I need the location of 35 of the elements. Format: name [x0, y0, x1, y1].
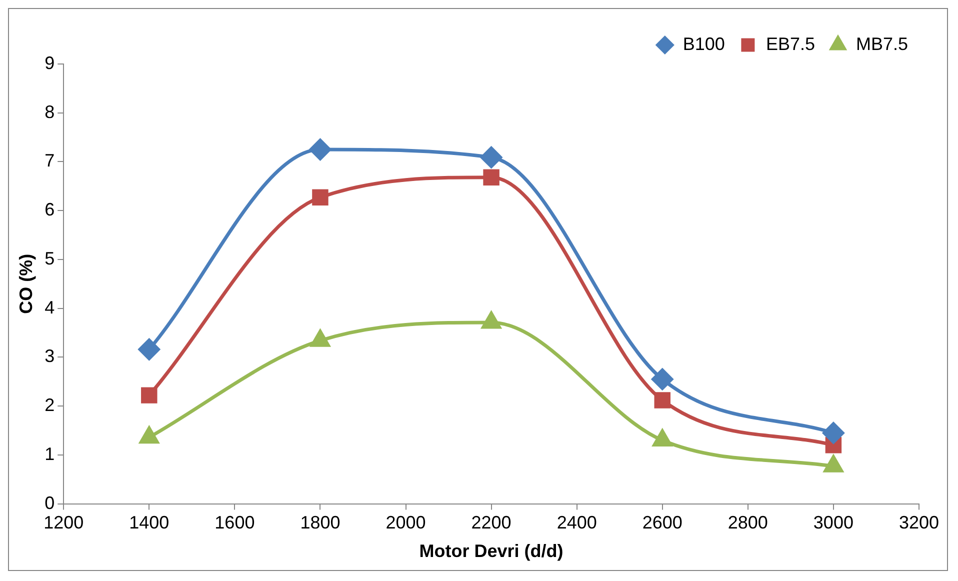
x-tick-label: 3000 [813, 512, 854, 533]
y-tick-label: 7 [44, 150, 55, 171]
y-tick-label: 3 [44, 346, 55, 366]
legend-label: EB7.5 [766, 34, 815, 54]
point [483, 169, 500, 186]
point [652, 368, 674, 390]
y-tick-label: 8 [44, 102, 55, 122]
point [312, 189, 328, 206]
point [141, 387, 158, 404]
legend-label: B100 [682, 34, 725, 54]
x-tick-label: 1400 [129, 512, 170, 533]
y-tick-label: 9 [44, 52, 55, 73]
x-axis-title: Motor Devri (d/d) [419, 541, 564, 562]
x-tick-label: 2200 [471, 512, 512, 533]
point [138, 338, 160, 360]
y-tick-label: 1 [44, 444, 55, 464]
y-tick-label: 2 [44, 395, 55, 416]
x-tick-label: 1800 [300, 512, 340, 533]
point [309, 138, 331, 160]
y-tick-label: 4 [44, 297, 55, 318]
y-axis-title: CO (%) [16, 254, 36, 314]
x-tick-label: 3200 [898, 512, 939, 533]
point [822, 422, 844, 444]
x-tick-label: 2000 [386, 512, 426, 533]
x-tick-label: 1600 [214, 512, 255, 533]
y-tick-label: 6 [44, 200, 55, 220]
point [480, 146, 502, 168]
legend-label: MB7.5 [856, 34, 908, 54]
x-tick-label: 2400 [556, 512, 597, 533]
x-tick-label: 2600 [642, 512, 682, 533]
x-tick-label: 1200 [44, 512, 84, 533]
point [654, 392, 670, 408]
y-tick-label: 0 [44, 492, 55, 513]
y-tick-label: 5 [44, 248, 55, 268]
x-tick-label: 2800 [728, 512, 768, 533]
